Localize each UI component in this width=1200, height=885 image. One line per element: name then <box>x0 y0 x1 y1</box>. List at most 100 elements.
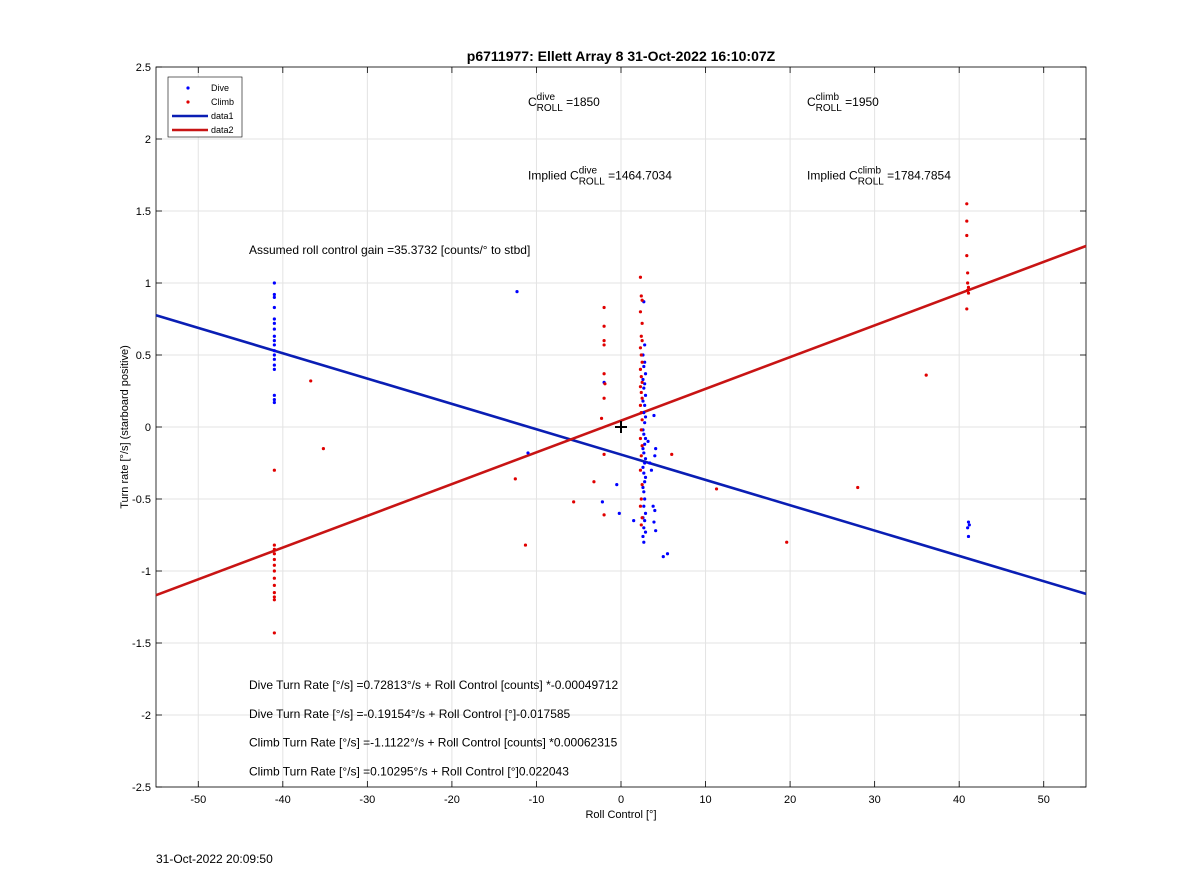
point-climb <box>966 288 970 292</box>
point-climb <box>638 385 643 389</box>
point-climb <box>602 396 606 400</box>
point-dive <box>642 364 646 369</box>
point-dive <box>272 349 276 353</box>
point-dive <box>600 500 605 504</box>
y-tick-label: 1 <box>145 278 151 290</box>
point-dive <box>641 485 645 490</box>
point-dive <box>646 439 650 443</box>
legend-label: Climb <box>211 97 234 107</box>
point-climb <box>272 557 276 562</box>
point-dive <box>648 461 652 465</box>
point-dive <box>642 386 646 390</box>
scatter-points <box>272 202 971 635</box>
annotation-text: Climb Turn Rate [°/s] =0.10295°/s + Roll… <box>249 764 569 778</box>
point-dive <box>641 399 645 403</box>
point-climb <box>309 379 313 383</box>
annotation-subscript: ROLL <box>858 176 885 187</box>
point-climb <box>785 540 789 544</box>
x-tick-label: 50 <box>1038 794 1050 806</box>
point-dive <box>617 511 621 515</box>
point-dive <box>643 372 648 376</box>
point-dive <box>272 339 276 343</box>
point-dive <box>272 343 276 347</box>
point-dive <box>654 529 658 533</box>
point-dive <box>641 377 645 382</box>
point-climb <box>638 367 643 371</box>
annotation-coefficient: Cdive ROLL =1850 <box>528 92 600 114</box>
y-axis-ticks: -2.5 -2 -1.5 -1 -0.5 0 0.5 1 1.5 2 2.5 <box>132 62 1086 794</box>
point-climb <box>640 380 644 384</box>
point-climb <box>272 576 276 580</box>
x-axis-label: Roll Control [°] <box>585 809 656 821</box>
point-dive <box>966 526 970 530</box>
point-climb <box>640 418 644 422</box>
point-climb <box>639 523 643 527</box>
point-dive <box>643 530 648 534</box>
point-dive <box>272 398 276 402</box>
point-climb <box>639 411 643 415</box>
point-dive <box>654 447 658 451</box>
point-dive <box>641 534 645 539</box>
point-climb <box>714 487 719 491</box>
point-dive <box>643 393 648 397</box>
point-climb <box>592 480 596 484</box>
point-climb <box>639 375 643 379</box>
point-climb <box>639 390 643 395</box>
point-climb <box>602 339 606 343</box>
legend-label: data1 <box>211 111 234 121</box>
point-climb <box>640 516 644 520</box>
point-dive <box>649 468 654 472</box>
legend-label: Dive <box>211 83 229 93</box>
point-dive <box>643 421 647 425</box>
point-climb <box>640 339 644 343</box>
point-climb <box>523 543 528 547</box>
point-climb <box>639 353 643 357</box>
point-dive <box>643 415 648 419</box>
point-climb <box>602 343 606 347</box>
x-tick-label: -40 <box>275 794 291 806</box>
annotation-value: =1850 <box>563 95 600 109</box>
annotation-text: Dive Turn Rate [°/s] =-0.19154°/s + Roll… <box>249 707 571 721</box>
point-dive <box>967 523 971 527</box>
origin-marker <box>615 421 627 433</box>
point-climb <box>965 254 969 258</box>
point-dive <box>643 436 648 441</box>
point-climb <box>640 396 644 400</box>
point-climb <box>638 504 643 508</box>
point-climb <box>639 334 643 338</box>
legend-box <box>167 76 243 138</box>
fit-line-data2 <box>155 244 1087 597</box>
x-tick-label: -20 <box>444 794 460 806</box>
point-climb <box>640 360 644 364</box>
point-dive <box>966 520 971 524</box>
point-climb <box>966 281 970 285</box>
x-tick-label: -30 <box>359 794 375 806</box>
point-climb <box>572 500 576 504</box>
point-climb <box>272 595 276 599</box>
point-climb <box>856 485 860 490</box>
point-climb <box>272 468 276 472</box>
fit-line-data1 <box>155 314 1087 596</box>
point-climb <box>965 219 969 223</box>
point-climb <box>638 468 643 472</box>
point-dive <box>643 343 647 347</box>
y-tick-label: -1 <box>141 566 151 578</box>
x-tick-label: 20 <box>784 794 796 806</box>
y-tick-label: -1.5 <box>132 638 151 650</box>
point-climb <box>670 452 674 456</box>
point-climb <box>638 310 643 314</box>
point-climb <box>272 552 276 556</box>
point-climb <box>272 543 276 547</box>
point-climb <box>639 497 643 501</box>
x-tick-label: -50 <box>190 794 206 806</box>
point-dive <box>272 400 276 405</box>
point-dive <box>272 327 276 331</box>
point-dive <box>272 363 276 367</box>
point-climb <box>640 483 644 487</box>
point-climb <box>272 598 276 602</box>
point-climb <box>638 436 643 441</box>
point-climb <box>602 305 606 310</box>
point-climb <box>272 591 276 595</box>
point-dive <box>651 504 655 508</box>
